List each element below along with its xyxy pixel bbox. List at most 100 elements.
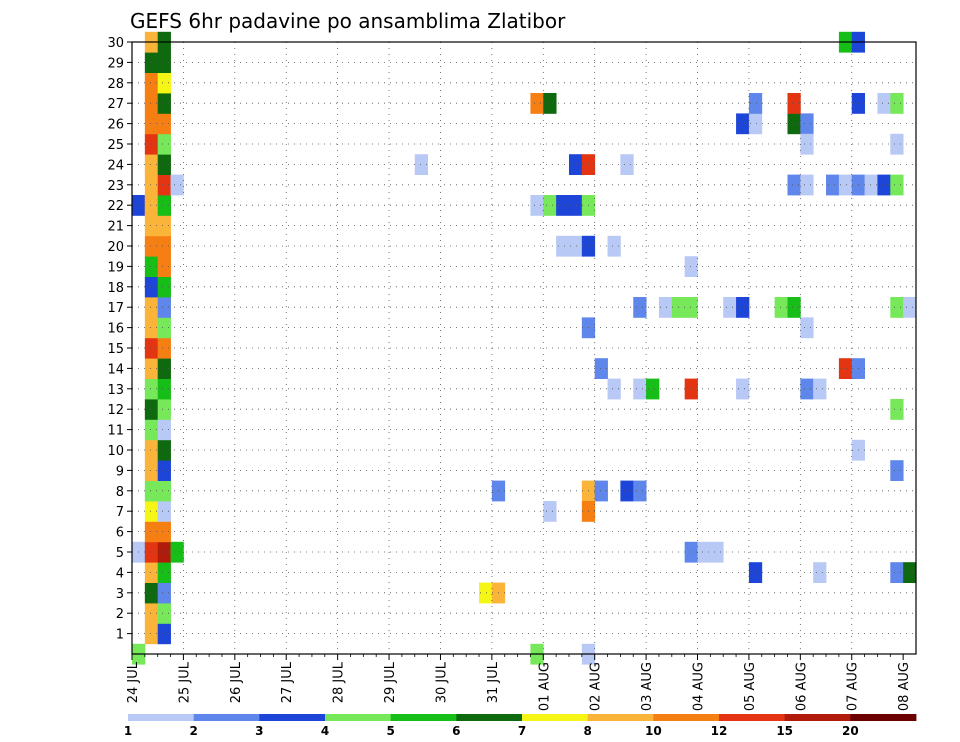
colorbar-label: 8 [583, 724, 591, 738]
x-tick-label: 31 JUL [486, 661, 501, 703]
ensemble-cell [813, 562, 827, 583]
ensemble-cell [157, 419, 171, 441]
y-tick-label: 21 [107, 220, 124, 235]
ensemble-cell [157, 195, 171, 216]
ensemble-cell [414, 154, 428, 175]
ensemble-cell [144, 623, 159, 645]
ensemble-cell [607, 235, 621, 257]
y-tick-label: 26 [107, 118, 124, 133]
ensemble-cell [144, 133, 159, 155]
ensemble-cell [144, 276, 159, 298]
ensemble-cell [864, 174, 878, 196]
y-tick-label: 17 [107, 301, 124, 316]
ensemble-cell [157, 297, 171, 318]
colorbar-label: 1 [124, 724, 132, 738]
ensemble-cell [543, 501, 557, 522]
colorbar-swatch [784, 714, 851, 721]
y-tick-label: 4 [116, 566, 124, 581]
ensemble-cell [144, 154, 159, 175]
ensemble-cell [157, 582, 171, 604]
ensemble-cell [723, 297, 737, 318]
y-tick-label: 22 [107, 199, 124, 214]
ensemble-cell [684, 378, 698, 400]
x-tick-label: 04 AUG [692, 662, 707, 711]
y-tick-label: 2 [116, 607, 124, 622]
ensemble-cell [157, 215, 171, 237]
ensemble-cell [157, 480, 171, 502]
ensemble-cell [543, 195, 557, 216]
ensemble-cell [157, 439, 171, 461]
ensemble-cell [684, 256, 698, 277]
ensemble-cell [144, 52, 159, 73]
y-tick-label: 30 [107, 36, 124, 51]
ensemble-cell [748, 113, 763, 135]
ensemble-cell [157, 174, 171, 196]
ensemble-cell [568, 195, 583, 216]
ensemble-cell [684, 297, 698, 318]
ensemble-cell [903, 562, 917, 583]
ensemble-cell [157, 562, 171, 583]
ensemble-cell [530, 195, 544, 216]
ensemble-cell [890, 133, 904, 155]
y-tick-label: 16 [107, 322, 124, 337]
ensemble-cell [594, 480, 608, 502]
y-tick-label: 29 [107, 56, 124, 71]
ensemble-cell [157, 623, 171, 645]
ensemble-cell [607, 378, 621, 400]
x-tick-label: 01 AUG [537, 662, 552, 711]
ensemble-cell [144, 113, 159, 135]
y-tick-label: 23 [107, 179, 124, 194]
colorbar-swatch [259, 714, 326, 721]
ensemble-cell [877, 93, 891, 114]
y-tick-label: 1 [116, 628, 124, 643]
ensemble-cell [710, 541, 724, 563]
ensemble-cell [530, 93, 544, 114]
grid-lines [132, 41, 916, 654]
y-tick-label: 10 [107, 444, 124, 459]
y-tick-label: 14 [107, 362, 124, 377]
ensemble-cell [890, 399, 904, 420]
ensemble-cell [633, 480, 647, 502]
y-tick-label: 7 [116, 505, 124, 520]
ensemble-cell [890, 460, 904, 481]
ensemble-cell [774, 297, 788, 318]
ensemble-cell [144, 174, 159, 196]
ensemble-cell [157, 460, 171, 481]
y-axis: 1234567891011121314151617181920212223242… [107, 36, 132, 643]
ensemble-cell [890, 174, 904, 196]
ensemble-cell [633, 297, 647, 318]
ensemble-cell [157, 276, 171, 298]
ensemble-cell [838, 358, 853, 379]
colorbar-label: 7 [518, 724, 526, 738]
ensemble-cell [144, 235, 159, 257]
ensemble-cell [144, 562, 159, 583]
x-tick-label: 24 JUL [126, 661, 141, 703]
ensemble-cell [748, 562, 763, 583]
x-axis: 24 JUL 25 JUL 26 JUL 27 JUL 28 JUL 29 JUL 30 J… [126, 654, 912, 711]
colorbar-swatch [390, 714, 457, 721]
colorbar-swatch [653, 714, 720, 721]
y-tick-label: 5 [116, 546, 124, 561]
y-tick-label: 6 [116, 526, 124, 541]
colorbar-swatch [719, 714, 786, 721]
ensemble-cell [170, 541, 184, 563]
ensemble-cell [903, 297, 917, 318]
y-tick-label: 9 [116, 464, 124, 479]
x-tick-label: 27 JUL [280, 661, 295, 703]
ensemble-cell [787, 93, 801, 114]
x-tick-label: 02 AUG [589, 662, 604, 711]
ensemble-cell [800, 113, 814, 135]
y-tick-label: 19 [107, 260, 124, 275]
colorbar: 1 2 3 4 5 6 7 8 10 12 15 20 [124, 714, 917, 738]
y-tick-label: 20 [107, 240, 124, 255]
colorbar-swatch [128, 714, 195, 721]
ensemble-cell [646, 378, 660, 400]
colorbar-label: 20 [842, 724, 859, 738]
colorbar-swatch [325, 714, 392, 721]
ensemble-cell [144, 521, 159, 543]
ensemble-cell [144, 603, 159, 624]
colorbar-label: 3 [255, 724, 263, 738]
colorbar-label: 6 [452, 724, 460, 738]
ensemble-cell [144, 195, 159, 216]
